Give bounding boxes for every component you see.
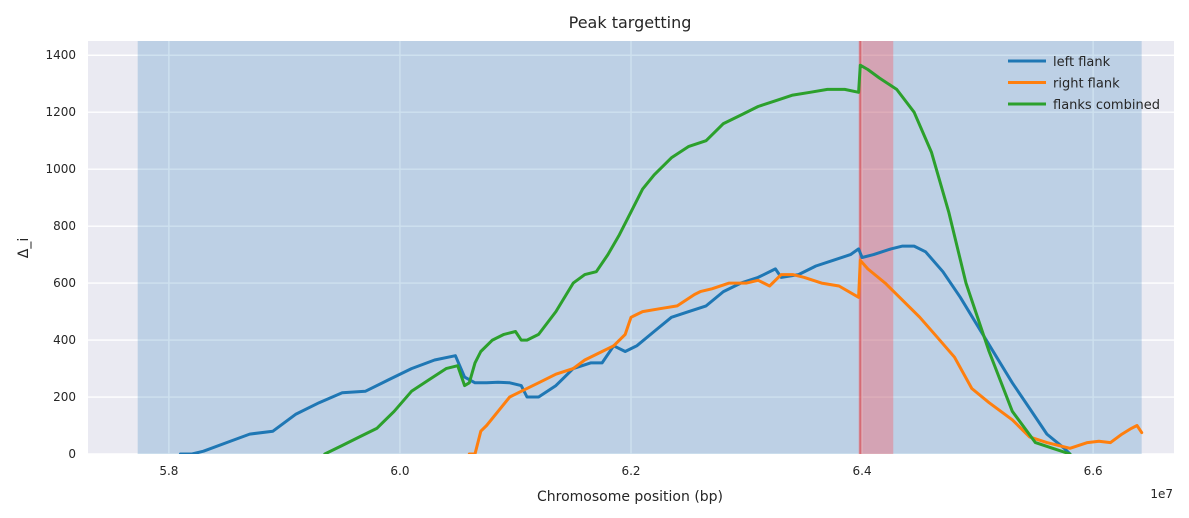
y-axis-label: Δ_i [16, 238, 32, 258]
flank-region [137, 41, 1142, 454]
series-line-right-flank [467, 258, 1144, 454]
x-tick-label: 6.6 [1084, 464, 1103, 478]
y-tick-label: 200 [53, 390, 76, 404]
legend-label: left flank [1053, 55, 1111, 70]
y-tick-label: 1400 [45, 48, 76, 62]
axis-layer: 0 200 400 600 800 1000 1200 1400 5.8 6.0 6.2 6.4 6.6 [45, 48, 1102, 478]
legend: left flank right flank flanks combined [1008, 55, 1160, 113]
series-line-left-flank [178, 244, 1072, 454]
y-tick-label: 0 [68, 447, 76, 461]
plot-area [88, 41, 1174, 455]
legend-item: flanks combined [1008, 98, 1160, 113]
series-layer [178, 63, 1144, 454]
y-tick-label: 600 [53, 276, 76, 290]
legend-label: flanks combined [1053, 98, 1160, 113]
legend-item: left flank [1008, 55, 1111, 70]
x-tick-label: 6.4 [853, 464, 872, 478]
y-tick-label: 400 [53, 333, 76, 347]
x-axis-label: Chromosome position (bp) [537, 489, 723, 505]
x-tick-label: 5.8 [159, 464, 178, 478]
series-line-flanks-combined [323, 63, 1072, 454]
x-tick-label: 6.0 [390, 464, 409, 478]
legend-item: right flank [1008, 77, 1120, 92]
peak-region [858, 41, 894, 454]
chart-title: Peak targetting [569, 13, 692, 32]
x-tick-label: 6.2 [621, 464, 640, 478]
legend-label: right flank [1053, 77, 1120, 92]
y-tick-label: 1200 [45, 105, 76, 119]
x-offset-label: 1e7 [1150, 487, 1173, 501]
y-tick-label: 800 [53, 219, 76, 233]
y-tick-label: 1000 [45, 162, 76, 176]
